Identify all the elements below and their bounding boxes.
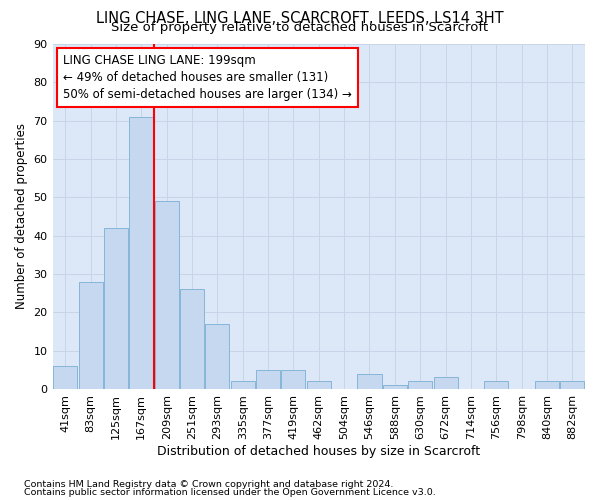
Bar (230, 382, 255, 389)
Bar (79, 282, 103, 389)
Bar (129, 117, 154, 389)
Bar (484, 382, 508, 389)
Bar (180, 290, 204, 389)
Bar (408, 382, 432, 389)
Bar (358, 374, 382, 389)
Text: Size of property relative to detached houses in Scarcroft: Size of property relative to detached ho… (112, 22, 488, 35)
Bar (104, 228, 128, 389)
X-axis label: Distribution of detached houses by size in Scarcroft: Distribution of detached houses by size … (157, 444, 481, 458)
Text: Contains HM Land Registry data © Crown copyright and database right 2024.: Contains HM Land Registry data © Crown c… (24, 480, 394, 489)
Bar (281, 370, 305, 389)
Bar (560, 382, 584, 389)
Bar (205, 324, 229, 389)
Bar (155, 201, 179, 389)
Bar (383, 385, 407, 389)
Bar (434, 378, 458, 389)
Y-axis label: Number of detached properties: Number of detached properties (15, 124, 28, 310)
Bar (53, 366, 77, 389)
Text: LING CHASE, LING LANE, SCARCROFT, LEEDS, LS14 3HT: LING CHASE, LING LANE, SCARCROFT, LEEDS,… (96, 11, 504, 26)
Text: LING CHASE LING LANE: 199sqm
← 49% of detached houses are smaller (131)
50% of s: LING CHASE LING LANE: 199sqm ← 49% of de… (63, 54, 352, 102)
Text: Contains public sector information licensed under the Open Government Licence v3: Contains public sector information licen… (24, 488, 436, 497)
Bar (535, 382, 559, 389)
Bar (307, 382, 331, 389)
Bar (256, 370, 280, 389)
